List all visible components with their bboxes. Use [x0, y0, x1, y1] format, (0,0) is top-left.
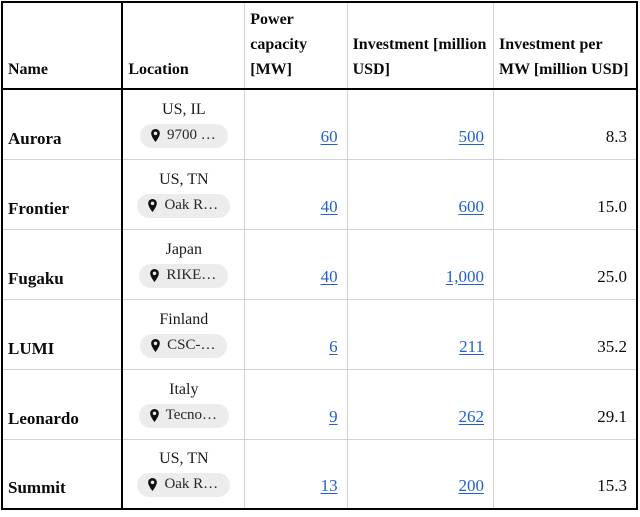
- location-cell: US, TN Oak R…: [121, 438, 246, 510]
- investment-link[interactable]: 1,000: [445, 266, 485, 286]
- table-row: Frontier US, TN Oak R… 40 600 15.0: [0, 158, 638, 230]
- location-pill[interactable]: Oak R…: [137, 473, 231, 498]
- investment-per-mw-cell: 25.0: [493, 228, 638, 300]
- table-row: Leonardo Italy Tecno… 9 262 29.1: [0, 368, 638, 440]
- country-label: Italy: [169, 380, 199, 398]
- power-capacity-link[interactable]: 40: [320, 196, 338, 216]
- investment-per-mw-cell: 8.3: [493, 88, 638, 160]
- investment-cell: 600: [346, 158, 495, 230]
- investment-link[interactable]: 500: [458, 126, 485, 146]
- country-label: Finland: [159, 310, 209, 328]
- power-capacity-link[interactable]: 9: [329, 406, 338, 426]
- location-pill-label: Oak R…: [164, 196, 219, 213]
- table-header: Name Location Power capacity [MW] Invest…: [0, 1, 638, 90]
- power-capacity-link[interactable]: 60: [320, 126, 338, 146]
- name-cell: LUMI: [0, 298, 124, 370]
- investment-cell: 211: [346, 298, 495, 370]
- name-cell: Frontier: [0, 158, 124, 230]
- table-row: Fugaku Japan RIKE… 40 1,000 25.0: [0, 228, 638, 300]
- location-pill[interactable]: 9700 …: [139, 123, 228, 148]
- power-capacity-cell: 9: [244, 368, 348, 440]
- name-cell: Aurora: [0, 88, 124, 160]
- investment-link[interactable]: 200: [458, 476, 485, 495]
- location-pill[interactable]: CSC-…: [140, 333, 228, 358]
- power-capacity-link[interactable]: 40: [320, 266, 338, 286]
- investment-link[interactable]: 262: [458, 406, 485, 426]
- investment-per-mw-cell: 15.0: [493, 158, 638, 230]
- column-header-power-capacity: Power capacity [MW]: [244, 1, 348, 90]
- column-header-investment: Investment [million USD]: [346, 1, 495, 90]
- location-pill-label: 9700 …: [166, 126, 216, 143]
- map-pin-icon: [148, 268, 161, 283]
- power-capacity-link[interactable]: 6: [329, 336, 338, 356]
- investment-link[interactable]: 600: [458, 196, 485, 216]
- name-cell: Summit: [0, 438, 124, 510]
- power-capacity-cell: 40: [244, 158, 348, 230]
- column-header-name: Name: [0, 1, 124, 90]
- power-capacity-cell: 6: [244, 298, 348, 370]
- map-pin-icon: [146, 477, 159, 492]
- column-header-investment-per-mw: Investment per MW [million USD]: [493, 1, 638, 90]
- location-pill-label: RIKE…: [166, 266, 217, 283]
- map-pin-icon: [149, 128, 162, 143]
- table-row: Aurora US, IL 9700 … 60 500 8.3: [0, 88, 638, 160]
- map-pin-icon: [148, 408, 161, 423]
- location-cell: US, IL 9700 …: [121, 88, 246, 160]
- power-capacity-link[interactable]: 13: [320, 476, 338, 495]
- investment-per-mw-cell: 29.1: [493, 368, 638, 440]
- name-cell: Leonardo: [0, 368, 124, 440]
- power-capacity-cell: 60: [244, 88, 348, 160]
- location-pill-label: Tecno…: [165, 406, 218, 423]
- location-cell: Finland CSC-…: [121, 298, 246, 370]
- investment-per-mw-cell: 15.3: [493, 438, 638, 510]
- map-pin-icon: [146, 198, 159, 213]
- country-label: US, TN: [159, 450, 209, 468]
- country-label: Japan: [165, 240, 203, 258]
- country-label: US, IL: [162, 100, 206, 118]
- investment-cell: 500: [346, 88, 495, 160]
- table-body: Aurora US, IL 9700 … 60 500 8.3 Frontier…: [0, 88, 638, 510]
- investment-link[interactable]: 211: [459, 336, 485, 356]
- country-label: US, TN: [159, 170, 209, 188]
- investment-cell: 262: [346, 368, 495, 440]
- investment-cell: 200: [346, 438, 495, 510]
- location-pill[interactable]: Oak R…: [137, 193, 231, 218]
- investment-per-mw-cell: 35.2: [493, 298, 638, 370]
- column-header-location: Location: [121, 1, 246, 90]
- name-cell: Fugaku: [0, 228, 124, 300]
- location-cell: US, TN Oak R…: [121, 158, 246, 230]
- location-pill[interactable]: RIKE…: [139, 263, 229, 288]
- table-row: LUMI Finland CSC-… 6 211 35.2: [0, 298, 638, 370]
- power-capacity-cell: 40: [244, 228, 348, 300]
- location-pill-label: Oak R…: [164, 476, 219, 493]
- location-cell: Japan RIKE…: [121, 228, 246, 300]
- location-pill[interactable]: Tecno…: [138, 403, 230, 428]
- table-row: Summit US, TN Oak R… 13 200 15.3: [0, 438, 638, 510]
- header-row: Name Location Power capacity [MW] Invest…: [0, 1, 638, 90]
- location-cell: Italy Tecno…: [121, 368, 246, 440]
- power-capacity-cell: 13: [244, 438, 348, 510]
- map-pin-icon: [149, 338, 162, 353]
- location-pill-label: CSC-…: [167, 336, 216, 353]
- investment-cell: 1,000: [346, 228, 495, 300]
